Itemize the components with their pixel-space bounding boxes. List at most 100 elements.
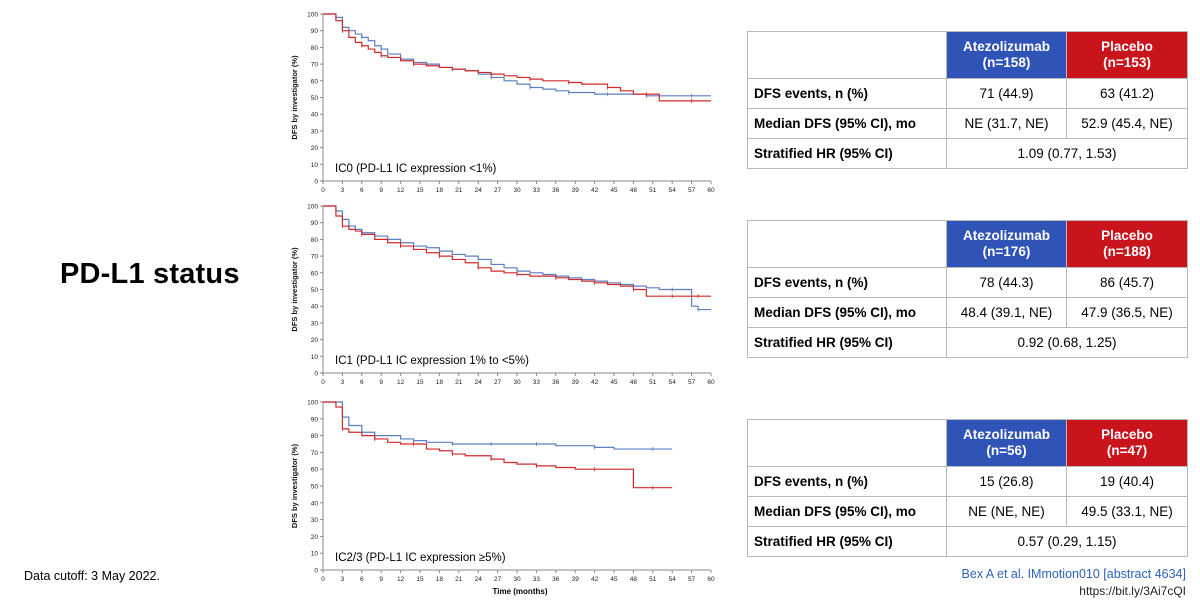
row-label-median: Median DFS (95% CI), mo bbox=[747, 297, 947, 328]
row-label-events: DFS events, n (%) bbox=[747, 267, 947, 298]
x-tick-label: 18 bbox=[436, 576, 444, 583]
header-blank bbox=[747, 220, 947, 268]
cell-events-pbo: 86 (45.7) bbox=[1066, 267, 1188, 298]
km-curve-atezolizumab bbox=[323, 401, 673, 450]
x-tick-label: 12 bbox=[397, 379, 405, 386]
y-tick-label: 0 bbox=[314, 179, 318, 186]
y-tick-label: 0 bbox=[314, 371, 318, 378]
x-tick-label: 18 bbox=[436, 379, 444, 386]
header-placebo: Placebo (n=47) bbox=[1066, 419, 1188, 467]
x-tick-label: 3 bbox=[341, 379, 345, 386]
y-tick-label: 50 bbox=[311, 287, 319, 294]
y-axis-title: DFS by investigator (%) bbox=[290, 55, 299, 140]
x-tick-label: 27 bbox=[494, 187, 502, 194]
row-label-hr: Stratified HR (95% CI) bbox=[747, 526, 947, 557]
x-tick-label: 6 bbox=[360, 576, 364, 583]
x-tick-label: 57 bbox=[688, 379, 696, 386]
km-curve-placebo bbox=[323, 205, 711, 297]
x-tick-label: 60 bbox=[707, 187, 715, 194]
y-tick-label: 80 bbox=[311, 433, 319, 440]
results-table-ic0: Atezolizumab (n=158) Placebo (n=153) DFS e… bbox=[747, 31, 1188, 169]
cell-events-pbo: 19 (40.4) bbox=[1066, 466, 1188, 497]
data-cutoff-note: Data cutoff: 3 May 2022. bbox=[24, 569, 160, 583]
cell-events-atezo: 71 (44.9) bbox=[946, 78, 1067, 109]
y-tick-label: 50 bbox=[311, 484, 319, 491]
y-tick-label: 100 bbox=[307, 12, 318, 19]
x-tick-label: 21 bbox=[455, 576, 463, 583]
x-tick-label: 0 bbox=[321, 576, 325, 583]
results-table-ic23: Atezolizumab (n=56) Placebo (n=47) DFS eve… bbox=[747, 419, 1188, 557]
row-label-hr: Stratified HR (95% CI) bbox=[747, 138, 947, 169]
y-tick-label: 10 bbox=[311, 551, 319, 558]
cell-events-pbo: 63 (41.2) bbox=[1066, 78, 1188, 109]
x-tick-label: 6 bbox=[360, 187, 364, 194]
x-tick-label: 54 bbox=[669, 379, 677, 386]
chart-subtitle: IC0 (PD-L1 IC expression <1%) bbox=[335, 163, 497, 175]
x-tick-label: 0 bbox=[321, 187, 325, 194]
results-table-ic1: Atezolizumab (n=176) Placebo (n=188) DFS e… bbox=[747, 220, 1188, 358]
cell-hr: 1.09 (0.77, 1.53) bbox=[946, 138, 1188, 169]
header-blank bbox=[747, 419, 947, 467]
x-tick-label: 60 bbox=[707, 576, 715, 583]
row-label-hr: Stratified HR (95% CI) bbox=[747, 327, 947, 358]
x-tick-label: 12 bbox=[397, 187, 405, 194]
reference-citation[interactable]: Bex A et al. IMmotion010 [abstract 4634] bbox=[961, 567, 1186, 581]
chart-subtitle: IC1 (PD-L1 IC expression 1% to <5%) bbox=[335, 355, 529, 367]
x-tick-label: 48 bbox=[630, 576, 638, 583]
x-tick-label: 27 bbox=[494, 576, 502, 583]
x-tick-label: 36 bbox=[552, 576, 560, 583]
y-tick-label: 40 bbox=[311, 500, 319, 507]
x-tick-label: 45 bbox=[610, 576, 618, 583]
y-tick-label: 10 bbox=[311, 354, 319, 361]
x-tick-label: 21 bbox=[455, 187, 463, 194]
x-tick-label: 27 bbox=[494, 379, 502, 386]
x-tick-label: 33 bbox=[533, 576, 541, 583]
y-tick-label: 100 bbox=[307, 400, 318, 407]
y-tick-label: 90 bbox=[311, 416, 319, 423]
x-tick-label: 42 bbox=[591, 379, 599, 386]
x-tick-label: 33 bbox=[533, 187, 541, 194]
x-tick-label: 24 bbox=[475, 187, 483, 194]
reference-url[interactable]: https://bit.ly/3Ai7cQI bbox=[1079, 584, 1186, 598]
x-tick-label: 54 bbox=[669, 187, 677, 194]
y-tick-label: 80 bbox=[311, 237, 319, 244]
y-tick-label: 80 bbox=[311, 45, 319, 52]
x-tick-label: 42 bbox=[591, 187, 599, 194]
x-tick-label: 54 bbox=[669, 576, 677, 583]
y-tick-label: 100 bbox=[307, 204, 318, 211]
y-tick-label: 90 bbox=[311, 28, 319, 35]
y-tick-label: 30 bbox=[311, 128, 319, 135]
x-tick-label: 15 bbox=[416, 187, 424, 194]
x-tick-label: 42 bbox=[591, 576, 599, 583]
y-tick-label: 60 bbox=[311, 467, 319, 474]
x-tick-label: 3 bbox=[341, 187, 345, 194]
x-tick-label: 24 bbox=[475, 576, 483, 583]
section-title: PD-L1 status bbox=[60, 258, 240, 290]
x-tick-label: 15 bbox=[416, 379, 424, 386]
x-tick-label: 9 bbox=[379, 576, 383, 583]
x-tick-label: 51 bbox=[649, 187, 657, 194]
cell-median-atezo: NE (NE, NE) bbox=[946, 496, 1067, 527]
cell-events-atezo: 15 (26.8) bbox=[946, 466, 1067, 497]
x-tick-label: 3 bbox=[341, 576, 345, 583]
chart-subtitle: IC2/3 (PD-L1 IC expression ≥5%) bbox=[335, 552, 506, 564]
x-tick-label: 9 bbox=[379, 379, 383, 386]
x-tick-label: 51 bbox=[649, 379, 657, 386]
x-tick-label: 36 bbox=[552, 187, 560, 194]
x-tick-label: 60 bbox=[707, 379, 715, 386]
header-placebo: Placebo (n=188) bbox=[1066, 220, 1188, 268]
y-tick-label: 50 bbox=[311, 95, 319, 102]
y-tick-label: 90 bbox=[311, 220, 319, 227]
x-tick-label: 48 bbox=[630, 379, 638, 386]
y-axis-title: DFS by investigator (%) bbox=[290, 443, 299, 528]
x-tick-label: 33 bbox=[533, 379, 541, 386]
cell-hr: 0.92 (0.68, 1.25) bbox=[946, 327, 1188, 358]
x-tick-label: 24 bbox=[475, 379, 483, 386]
x-tick-label: 15 bbox=[416, 576, 424, 583]
cell-median-atezo: NE (31.7, NE) bbox=[946, 108, 1067, 139]
x-tick-label: 45 bbox=[610, 187, 618, 194]
x-tick-label: 30 bbox=[513, 379, 521, 386]
